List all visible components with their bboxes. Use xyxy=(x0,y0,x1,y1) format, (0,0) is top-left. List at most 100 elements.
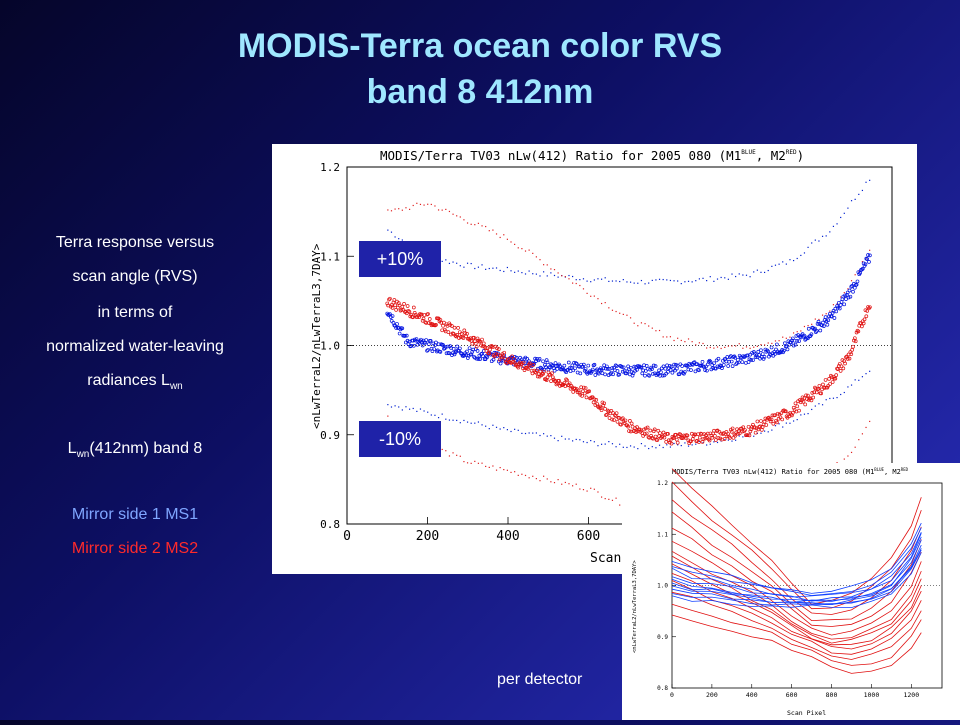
envelope-point xyxy=(535,256,537,258)
envelope-point xyxy=(666,444,668,446)
series-point xyxy=(851,289,855,294)
series-point xyxy=(617,372,622,377)
series-point xyxy=(494,352,499,356)
series-point xyxy=(655,371,660,376)
series-point xyxy=(612,418,616,422)
series-point xyxy=(853,339,858,344)
series-point xyxy=(801,399,806,404)
envelope-point xyxy=(785,263,787,265)
envelope-point xyxy=(825,399,827,401)
ms2-detector-line xyxy=(671,550,922,640)
envelope-point xyxy=(644,445,646,447)
envelope-point xyxy=(427,203,429,205)
series-point xyxy=(497,357,502,362)
envelope-point xyxy=(669,336,672,338)
envelope-point xyxy=(662,278,664,281)
envelope-point xyxy=(586,280,588,282)
envelope-point xyxy=(459,265,461,267)
series-point xyxy=(646,373,651,377)
series-point xyxy=(740,360,745,364)
envelope-point xyxy=(731,440,733,442)
series-point xyxy=(845,290,850,295)
series-point xyxy=(668,438,673,442)
inset-detector-lines xyxy=(671,468,922,674)
inset-axis-ticks: 0 200 400 600 800 1000 1200 0.8 0.9 1.0 1.1 1.2 xyxy=(657,480,919,699)
envelope-point xyxy=(452,213,454,215)
series-point xyxy=(574,361,578,365)
envelope-point xyxy=(666,279,668,281)
envelope-point xyxy=(456,454,458,456)
series-point xyxy=(659,370,663,375)
envelope-point xyxy=(829,310,831,312)
series-point xyxy=(656,428,661,433)
envelope-point xyxy=(854,379,856,381)
series-point xyxy=(760,425,765,429)
envelope-point xyxy=(463,266,465,268)
series-point xyxy=(434,323,438,327)
envelope-point xyxy=(550,272,552,274)
series-point xyxy=(501,354,506,359)
series-point xyxy=(425,348,429,353)
envelope-point xyxy=(535,478,537,480)
series-point xyxy=(827,377,831,381)
series-point xyxy=(545,375,550,380)
series-point xyxy=(396,305,400,310)
envelope-point xyxy=(517,270,519,272)
series-point xyxy=(597,371,601,376)
series-point xyxy=(644,431,649,436)
envelope-point xyxy=(814,405,816,407)
series-point xyxy=(844,297,848,301)
series-point xyxy=(751,358,755,363)
envelope-point xyxy=(662,336,664,338)
series-point xyxy=(794,334,799,338)
envelope-point xyxy=(764,344,766,346)
envelope-point xyxy=(441,448,443,451)
envelope-point xyxy=(745,346,748,348)
envelope-point xyxy=(861,433,864,435)
series-point xyxy=(629,421,634,426)
series-point xyxy=(650,436,654,440)
series-point xyxy=(729,359,734,364)
envelope-point xyxy=(535,432,537,434)
envelope-point xyxy=(807,324,809,327)
envelope-point xyxy=(807,412,809,415)
series-point xyxy=(478,339,483,344)
series-point xyxy=(417,315,421,320)
envelope-point xyxy=(756,432,758,435)
envelope-point xyxy=(706,280,708,282)
series-point xyxy=(578,371,583,376)
inset-y-label: <nLwTerraL2/nLwTerraL3,7DAY> xyxy=(632,560,638,653)
series-point xyxy=(557,378,561,383)
envelope-point xyxy=(847,386,849,388)
envelope-point xyxy=(394,208,396,210)
envelope-point xyxy=(796,419,798,421)
series-point xyxy=(643,373,647,378)
series-point xyxy=(604,366,608,371)
envelope-point xyxy=(390,231,393,233)
series-point xyxy=(580,393,584,398)
series-point xyxy=(548,365,553,370)
series-point xyxy=(841,366,846,371)
series-point xyxy=(666,438,671,443)
series-point xyxy=(635,425,639,429)
envelope-point xyxy=(850,384,853,386)
ms2-detector-line xyxy=(671,527,922,627)
series-point xyxy=(643,369,648,373)
envelope-point xyxy=(445,450,447,452)
series-point xyxy=(775,342,779,347)
inset-x-tick-label: 600 xyxy=(786,691,798,699)
envelope-point xyxy=(597,278,599,280)
series-point xyxy=(657,368,661,373)
series-point xyxy=(804,393,808,398)
series-point xyxy=(747,357,752,362)
envelope-point xyxy=(673,339,675,342)
envelope-point xyxy=(666,336,668,338)
series-point xyxy=(450,324,454,328)
envelope-point xyxy=(811,242,813,244)
series-point xyxy=(627,429,631,433)
series-point xyxy=(716,436,721,440)
series-point xyxy=(736,360,741,365)
series-point xyxy=(860,267,864,272)
envelope-point xyxy=(521,432,523,435)
envelope-point xyxy=(586,490,588,492)
